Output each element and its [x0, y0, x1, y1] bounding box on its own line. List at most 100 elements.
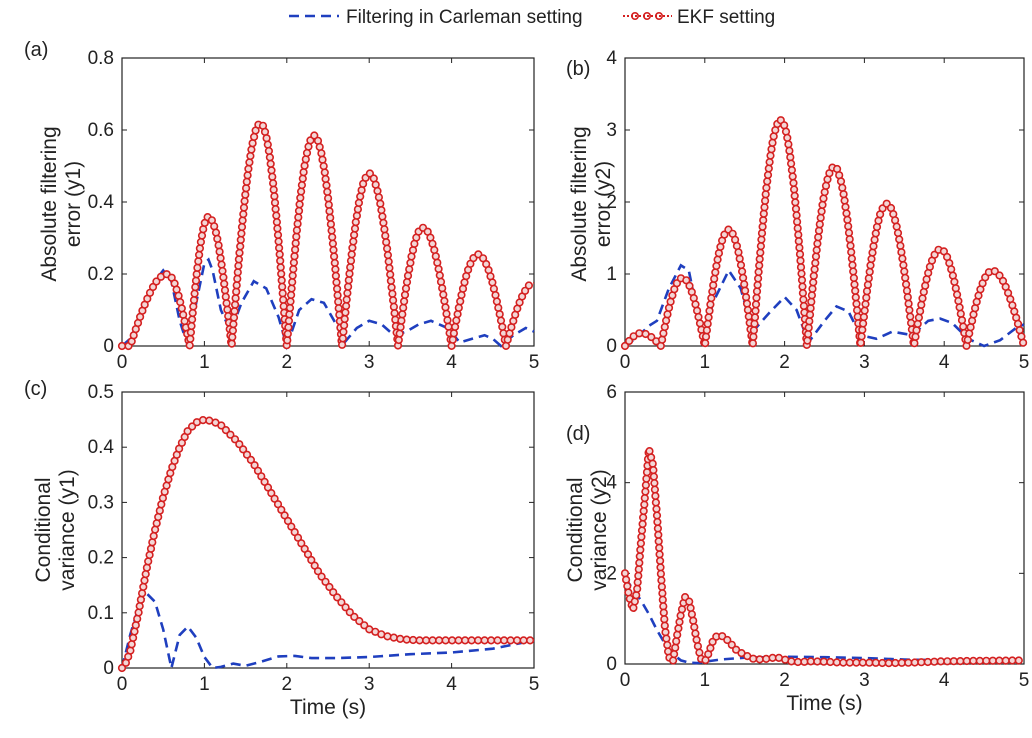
- ekf-marker: [1018, 338, 1028, 347]
- ekf-marker: [389, 296, 398, 305]
- x-tick-label: 1: [199, 352, 210, 373]
- y-axis-label-line: error (y1): [62, 161, 85, 247]
- ekf-marker: [352, 211, 362, 220]
- ekf-marker: [750, 319, 759, 328]
- panel-label: (a): [24, 39, 48, 61]
- ekf-marker: [383, 244, 392, 253]
- ekf-marker: [229, 320, 238, 329]
- ekf-marker: [292, 226, 302, 235]
- ekf-marker: [338, 334, 347, 343]
- ekf-marker: [299, 168, 308, 177]
- ekf-marker: [141, 569, 150, 579]
- ekf-marker: [307, 555, 316, 565]
- ekf-marker: [663, 640, 672, 650]
- x-tick-label: 3: [859, 352, 870, 373]
- ekf-marker: [912, 326, 921, 335]
- ekf-marker: [189, 296, 199, 305]
- ekf-marker: [674, 624, 683, 633]
- ekf-marker: [891, 658, 900, 668]
- ekf-marker: [656, 563, 665, 572]
- ekf-marker: [740, 280, 749, 289]
- ekf-marker: [768, 138, 777, 147]
- x-tick-label: 0: [117, 674, 128, 695]
- ekf-marker: [330, 258, 339, 268]
- ekf-marker: [191, 276, 201, 285]
- ekf-marker: [288, 278, 297, 287]
- ekf-marker: [188, 308, 197, 318]
- y-tick-label: 0.1: [88, 603, 114, 624]
- ekf-marker: [228, 333, 237, 342]
- ekf-marker: [845, 658, 854, 667]
- ekf-marker: [293, 219, 302, 228]
- ekf-marker: [759, 209, 768, 218]
- ekf-marker: [811, 258, 820, 268]
- ekf-marker: [804, 323, 813, 332]
- x-tick-label: 1: [700, 352, 711, 373]
- ekf-marker: [328, 233, 337, 242]
- ekf-marker: [839, 190, 848, 199]
- ekf-marker: [177, 304, 186, 313]
- y-tick-label: 1: [606, 264, 617, 285]
- ekf-marker: [346, 256, 356, 265]
- ekf-marker: [188, 315, 197, 324]
- ekf-marker: [117, 663, 127, 673]
- ekf-marker: [317, 149, 326, 158]
- x-axis-label: Time (s): [786, 692, 862, 715]
- ekf-marker: [398, 310, 407, 319]
- ekf-marker: [954, 296, 963, 306]
- ekf-marker: [651, 498, 661, 507]
- ekf-marker: [228, 326, 237, 335]
- ekf-marker: [653, 517, 662, 527]
- ekf-marker: [341, 603, 350, 612]
- ekf-marker: [995, 656, 1004, 665]
- ekf-marker: [672, 637, 681, 646]
- y-tick-label: 0.2: [88, 264, 114, 285]
- ekf-marker: [712, 261, 721, 271]
- ekf-marker: [752, 293, 761, 303]
- ekf-marker: [454, 303, 463, 312]
- ekf-marker: [737, 267, 747, 276]
- ekf-marker: [333, 593, 342, 602]
- ekf-marker: [671, 643, 680, 652]
- ekf-marker: [901, 273, 910, 283]
- ekf-marker: [379, 218, 388, 227]
- ekf-marker: [787, 166, 797, 175]
- ekf-marker: [276, 263, 285, 272]
- ekf-marker: [149, 531, 158, 541]
- ekf-marker: [323, 187, 332, 196]
- ekf-marker: [847, 248, 856, 257]
- ekf-marker: [326, 213, 335, 222]
- ekf-marker: [152, 277, 161, 286]
- ekf-marker: [708, 287, 717, 296]
- ekf-marker: [897, 658, 906, 667]
- ekf-marker: [808, 284, 817, 293]
- ekf-marker: [629, 603, 638, 613]
- ekf-marker: [278, 282, 287, 291]
- x-tick-label: 2: [779, 352, 790, 373]
- ekf-marker: [242, 177, 251, 186]
- ekf-marker: [661, 628, 670, 637]
- ekf-marker: [360, 621, 369, 630]
- ekf-marker: [755, 655, 764, 664]
- ekf-marker: [657, 576, 666, 585]
- ekf-marker: [751, 300, 761, 309]
- ekf-marker: [868, 248, 877, 257]
- ekf-marker: [226, 430, 235, 439]
- ekf-marker: [374, 193, 384, 202]
- ekf-marker: [806, 304, 815, 313]
- ekf-marker: [749, 654, 758, 663]
- ekf-marker: [862, 293, 871, 302]
- ekf-marker: [852, 658, 861, 667]
- ekf-marker: [289, 265, 298, 274]
- ekf-marker: [756, 242, 766, 251]
- ekf-marker: [899, 261, 908, 270]
- legend-marker-ekf: [630, 12, 639, 21]
- ekf-marker: [936, 657, 945, 666]
- y-tick-label: 0.4: [88, 437, 115, 458]
- ekf-marker: [454, 636, 463, 645]
- ekf-marker: [334, 304, 343, 313]
- ekf-marker: [742, 299, 752, 308]
- ekf-marker: [685, 597, 694, 606]
- ekf-marker: [409, 635, 418, 645]
